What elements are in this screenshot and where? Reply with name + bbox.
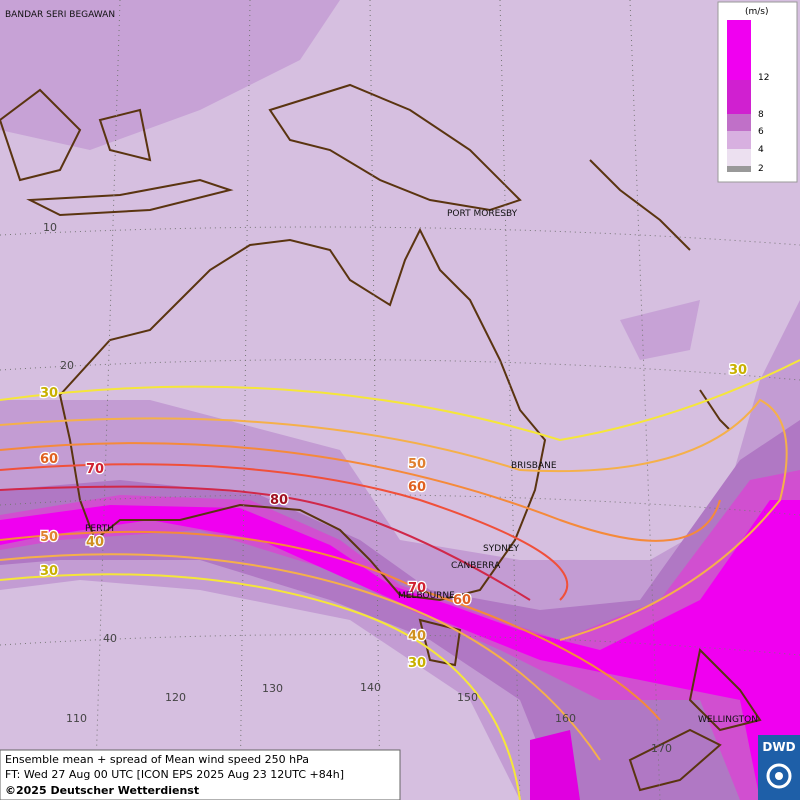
legend-unit: (m/s) [745,7,769,17]
city-label: PORT MORESBY [447,209,518,219]
contour-label: 70 [408,581,426,596]
footer-forecast: FT: Wed 27 Aug 00 UTC [ICON EPS 2025 Aug… [5,768,344,781]
footer-title: Ensemble mean + spread of Mean wind spee… [5,753,309,766]
legend: (m/s) 2 4 6 8 12 [717,1,798,183]
legend-tick: 12 [758,73,769,83]
contour-label: 50 [40,530,58,545]
cities: BANDAR SERI BEGAWAN PORT MORESBY BRISBAN… [5,10,758,725]
city-label: PERTH [85,524,114,534]
lat-label: 40 [103,632,117,645]
lon-label: 110 [66,712,87,725]
contour-label: 30 [729,363,747,378]
contour-labels: 30 60 70 50 40 30 80 50 60 70 60 40 30 3… [39,362,749,673]
lon-label: 140 [360,681,381,694]
city-label: BRISBANE [511,461,557,471]
lon-label: 120 [165,691,186,704]
lat-label: 10 [43,221,57,234]
contour-label: 30 [408,656,426,671]
lon-label: 150 [457,691,478,704]
legend-tick: 6 [758,127,764,137]
legend-tick: 2 [758,164,764,174]
contour-label: 30 [40,386,58,401]
city-label: CANBERRA [451,561,501,571]
lon-label: 130 [262,682,283,695]
contour-label: 30 [40,564,58,579]
footer-copyright: ©2025 Deutscher Wetterdienst [5,784,199,797]
logo: DWD [758,735,800,800]
contour-label: 60 [40,452,58,467]
contour-label: 80 [270,493,288,508]
footer: Ensemble mean + spread of Mean wind spee… [0,749,401,800]
lon-label: 160 [555,712,576,725]
contour-label: 60 [453,593,471,608]
contour-label: 40 [86,535,104,550]
contour-label: 60 [408,480,426,495]
city-label: MELBOURNE [398,591,455,601]
lon-label: 170 [651,742,672,755]
legend-tick: 4 [758,145,764,155]
coastlines [0,83,762,792]
contour-label: 70 [86,462,104,477]
contour-label: 40 [408,629,426,644]
city-label: WELLINGTON [698,715,758,725]
city-label: SYDNEY [483,544,520,554]
city-label: BANDAR SERI BEGAWAN [5,10,115,20]
contour-label: 50 [408,457,426,472]
legend-tick: 8 [758,110,764,120]
logo-text: DWD [762,740,795,754]
lat-label: 20 [60,359,74,372]
grid-labels: 10 20 40 110 120 130 140 150 160 170 [43,221,672,755]
contours [0,359,800,800]
